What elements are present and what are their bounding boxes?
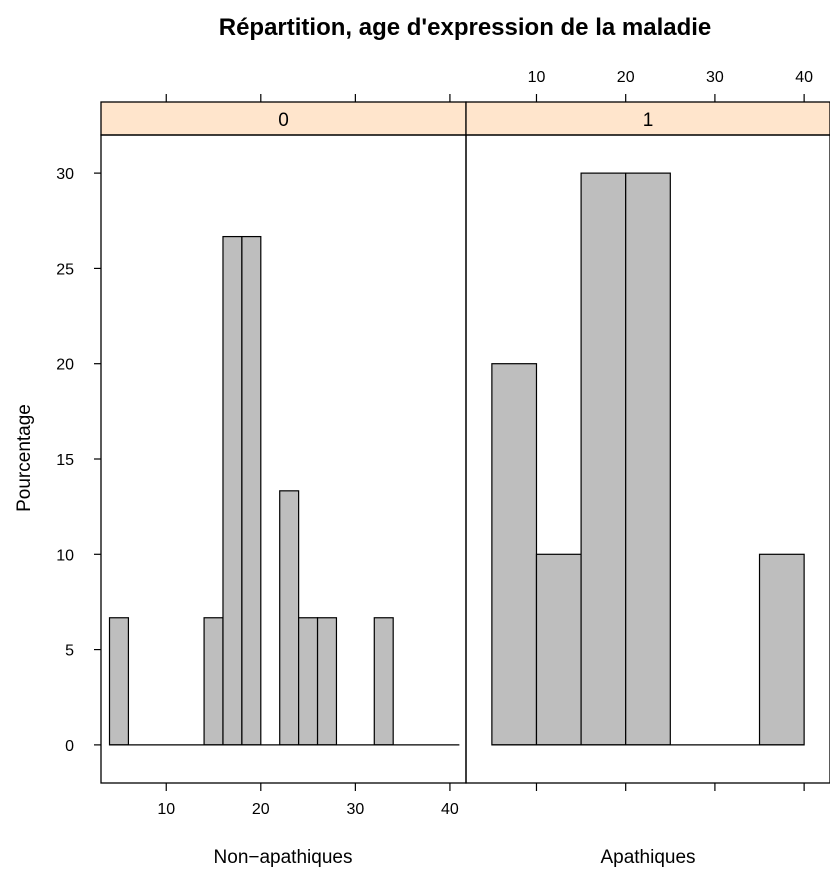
histogram-bar [580, 172, 627, 746]
histogram-bar [203, 617, 224, 746]
y-axis: 0 5 10 15 20 25 30 [56, 166, 101, 755]
x-tick-label: 30 [346, 801, 364, 818]
panel-1-x-axis-label: Apathiques [600, 847, 695, 868]
x-tick-label-top: 40 [795, 69, 813, 86]
histogram-bar [241, 235, 262, 746]
y-tick-label: 0 [65, 738, 74, 755]
histogram-bar [758, 553, 805, 746]
histogram-bar [279, 490, 300, 746]
panel-strip [465, 101, 830, 136]
histogram-bar [373, 617, 394, 746]
histogram-bar [222, 235, 243, 746]
histogram-bar [491, 363, 538, 746]
y-tick-label: 15 [56, 452, 74, 469]
panel-frame [465, 134, 830, 784]
x-tick-label: 10 [157, 801, 175, 818]
y-tick-label: 30 [56, 166, 74, 183]
panel-non-apathiques: 0 10 20 30 40 [100, 94, 467, 818]
y-axis-label: Pourcentage [14, 404, 35, 512]
y-tick-label: 10 [56, 547, 74, 564]
panel-strip-label: 0 [278, 110, 289, 131]
y-tick-label: 5 [65, 643, 74, 660]
x-tick-label-top: 10 [528, 69, 546, 86]
panel-0-x-axis-label: Non−apathiques [214, 847, 353, 868]
x-tick-label-top: 20 [617, 69, 635, 86]
x-tick-label-top: 30 [706, 69, 724, 86]
histogram-bar [298, 617, 319, 746]
histogram-bar [625, 172, 671, 746]
x-tick-label: 20 [252, 801, 270, 818]
histogram-bar [316, 617, 338, 746]
panel-apathiques: 1 10 20 30 40 [465, 69, 830, 791]
y-tick-label: 25 [56, 261, 74, 278]
panel-strip-label: 1 [643, 110, 654, 131]
y-tick-label: 20 [56, 357, 74, 374]
x-tick-label: 40 [441, 801, 459, 818]
histogram-bar [108, 617, 130, 746]
histogram-bar [535, 553, 582, 746]
chart-title: Répartition, age d'expression de la mala… [219, 14, 712, 41]
